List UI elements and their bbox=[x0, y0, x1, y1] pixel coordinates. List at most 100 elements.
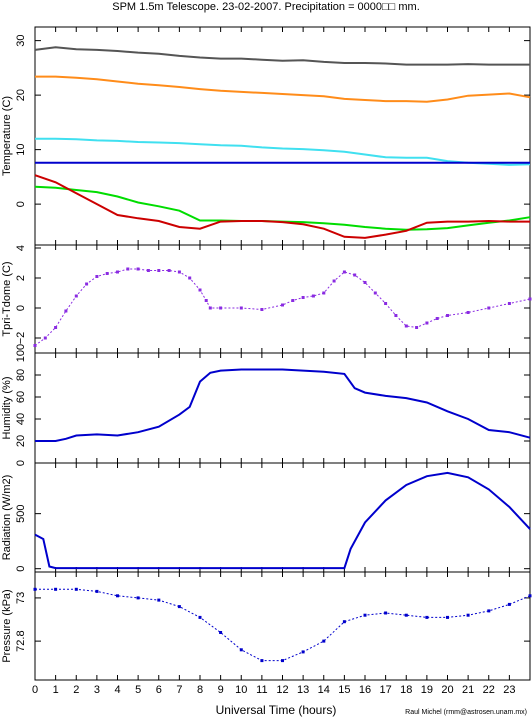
data-point bbox=[466, 311, 470, 314]
x-tick-label: 0 bbox=[32, 684, 38, 696]
data-point bbox=[425, 321, 429, 325]
data-point bbox=[528, 297, 532, 301]
y-tick-label: −2 bbox=[15, 332, 27, 345]
series-line-0 bbox=[34, 471, 531, 570]
series-line-1 bbox=[35, 75, 531, 103]
y-axis-label: Temperature (C) bbox=[1, 96, 13, 176]
data-point bbox=[116, 270, 119, 274]
data-point bbox=[33, 587, 37, 591]
panel-frame bbox=[34, 26, 531, 246]
series-trace-0 bbox=[34, 268, 531, 346]
data-point bbox=[425, 615, 429, 619]
y-tick-label: 2 bbox=[15, 275, 27, 281]
series-line-0 bbox=[35, 368, 531, 442]
x-axis-label: Universal Time (hours) bbox=[216, 703, 337, 717]
x-tick-label: 13 bbox=[297, 684, 309, 696]
chart-title: SPM 1.5m Telescope. 23-02-2007. Precipit… bbox=[112, 1, 420, 13]
series-trace-0 bbox=[35, 588, 531, 662]
x-tick-label: 20 bbox=[441, 684, 453, 696]
data-point bbox=[394, 314, 398, 317]
data-point bbox=[85, 282, 89, 286]
y-tick-label: 60 bbox=[15, 391, 27, 403]
data-point bbox=[219, 306, 223, 310]
x-tick-label: 15 bbox=[338, 684, 350, 696]
data-point bbox=[435, 317, 439, 320]
x-tick-label: 14 bbox=[318, 684, 330, 696]
x-tick-label: 18 bbox=[400, 684, 412, 696]
x-tick-label: 1 bbox=[53, 684, 59, 696]
x-tick-label: 3 bbox=[94, 684, 100, 696]
series-line-4 bbox=[34, 185, 531, 231]
data-point bbox=[116, 594, 119, 598]
data-point bbox=[446, 314, 449, 317]
data-point bbox=[239, 648, 243, 652]
data-point bbox=[177, 270, 181, 274]
x-tick-label: 9 bbox=[218, 684, 224, 696]
y-tick-label: 4 bbox=[15, 245, 27, 251]
y-tick-label: 0 bbox=[15, 305, 27, 311]
data-point bbox=[177, 605, 181, 609]
y-tick-label: 100 bbox=[15, 344, 27, 362]
data-point bbox=[322, 639, 326, 643]
data-point bbox=[373, 291, 377, 295]
data-point bbox=[363, 613, 367, 617]
data-point bbox=[105, 272, 109, 275]
y-tick-label: 40 bbox=[15, 413, 27, 425]
data-point bbox=[95, 275, 99, 278]
x-tick-label: 7 bbox=[176, 684, 182, 696]
y-axis-label: Radiation (W/m2) bbox=[1, 475, 13, 561]
series-line-0 bbox=[34, 46, 530, 66]
data-point bbox=[404, 324, 408, 328]
data-point bbox=[384, 302, 388, 305]
data-point bbox=[33, 344, 37, 347]
y-tick-label: 80 bbox=[15, 369, 27, 381]
data-point bbox=[384, 611, 388, 615]
data-point bbox=[487, 609, 491, 613]
data-point bbox=[157, 598, 161, 602]
data-point bbox=[157, 269, 161, 272]
x-tick-label: 11 bbox=[256, 684, 267, 696]
y-tick-label: 0 bbox=[15, 460, 27, 466]
y-tick-label: 20 bbox=[15, 89, 27, 101]
x-tick-label: 23 bbox=[503, 684, 515, 696]
y-tick-label: 500 bbox=[15, 504, 27, 522]
data-point bbox=[198, 615, 202, 619]
x-tick-label: 6 bbox=[156, 684, 162, 696]
data-point bbox=[239, 306, 243, 310]
x-tick-label: 21 bbox=[462, 684, 474, 696]
x-tick-label: 12 bbox=[276, 684, 288, 696]
data-point bbox=[446, 615, 449, 619]
data-point bbox=[466, 613, 470, 617]
y-tick-label: 73 bbox=[15, 592, 27, 604]
data-point bbox=[136, 596, 140, 600]
data-point bbox=[507, 302, 511, 305]
data-point bbox=[43, 336, 47, 340]
data-point bbox=[507, 602, 511, 606]
panel-frame bbox=[34, 462, 531, 573]
y-tick-label: 0 bbox=[15, 566, 27, 572]
data-point bbox=[146, 269, 150, 272]
data-point bbox=[301, 296, 305, 299]
data-point bbox=[322, 291, 326, 295]
x-tick-label: 10 bbox=[235, 684, 247, 696]
data-point bbox=[95, 589, 99, 593]
data-point bbox=[415, 326, 419, 329]
x-tick-label: 8 bbox=[197, 684, 203, 696]
data-point bbox=[363, 281, 367, 284]
data-point bbox=[204, 299, 208, 302]
data-point bbox=[260, 308, 264, 311]
data-point bbox=[281, 659, 284, 663]
data-point bbox=[404, 613, 408, 617]
x-tick-label: 4 bbox=[114, 684, 120, 696]
data-point bbox=[281, 303, 284, 307]
data-point bbox=[188, 276, 192, 280]
series-line-2 bbox=[35, 137, 531, 166]
data-point bbox=[291, 299, 295, 302]
y-tick-label: 10 bbox=[15, 144, 27, 156]
data-point bbox=[74, 294, 78, 298]
data-point bbox=[54, 326, 58, 329]
data-point bbox=[167, 269, 171, 272]
